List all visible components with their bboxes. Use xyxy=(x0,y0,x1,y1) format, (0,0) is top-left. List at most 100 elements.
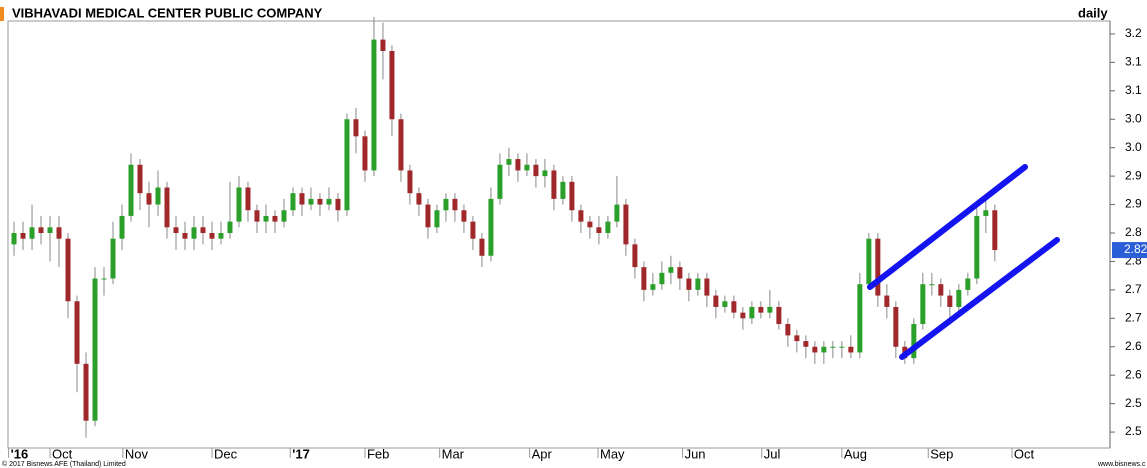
candle-body xyxy=(38,227,44,233)
candle-body xyxy=(641,267,647,290)
y-tick-label: 3.2 xyxy=(1125,26,1142,40)
candle-body xyxy=(227,221,233,233)
candle-body xyxy=(515,159,521,171)
y-tick-label: 3.1 xyxy=(1125,55,1142,69)
candle-body xyxy=(389,50,395,120)
candle-body xyxy=(425,204,431,228)
candle-body xyxy=(848,346,854,353)
period-label: daily xyxy=(1078,5,1108,20)
candle-body xyxy=(299,193,305,205)
candle-body xyxy=(443,198,449,211)
candle-body xyxy=(344,119,350,211)
x-tick-label: Oct xyxy=(1014,446,1035,461)
candle-body xyxy=(551,170,557,199)
candle-body xyxy=(920,284,926,325)
candle-body xyxy=(209,233,215,239)
x-tick-label: '17 xyxy=(292,446,310,461)
candle-body xyxy=(137,164,143,194)
candle-body xyxy=(695,278,701,290)
y-tick-label: 2.5 xyxy=(1125,424,1142,438)
candle-body xyxy=(686,278,692,290)
candle-body xyxy=(911,324,917,359)
candle-body xyxy=(371,39,377,171)
candle-body xyxy=(794,335,800,342)
candle-body xyxy=(155,187,161,205)
candle-body xyxy=(146,193,152,205)
candle-body xyxy=(434,210,440,228)
candle-body xyxy=(164,187,170,228)
candle-body xyxy=(74,301,80,364)
candle-body xyxy=(200,227,206,233)
candle-body xyxy=(776,306,782,325)
candle-body xyxy=(119,215,125,239)
candle-body xyxy=(470,221,476,239)
candle-body xyxy=(524,164,530,171)
candle-body xyxy=(857,284,863,353)
candle-body xyxy=(272,215,278,222)
candle-body xyxy=(812,346,818,353)
x-tick-label: Feb xyxy=(367,446,389,461)
x-tick-label: Dec xyxy=(214,446,238,461)
candle-body xyxy=(596,227,602,233)
y-tick-label: 2.5 xyxy=(1125,396,1142,410)
candle-body xyxy=(380,39,386,51)
candle-body xyxy=(353,119,359,137)
candle-body xyxy=(740,312,746,319)
footer-site: www.bisnews.c xyxy=(1097,461,1146,468)
candle-body xyxy=(281,210,287,222)
candle-body xyxy=(92,278,98,421)
y-tick-label: 2.9 xyxy=(1125,197,1142,211)
candle-body xyxy=(218,233,224,239)
candle-body xyxy=(785,324,791,336)
candle-body xyxy=(236,187,242,222)
title-marker xyxy=(0,7,4,21)
candle-body xyxy=(767,306,773,313)
x-tick-label: Jun xyxy=(685,446,706,461)
y-tick-label: 2.8 xyxy=(1125,225,1142,239)
candle-body xyxy=(173,227,179,233)
candle-body xyxy=(839,346,845,348)
candle-body xyxy=(245,187,251,211)
candle-body xyxy=(623,204,629,245)
candle-body xyxy=(488,198,494,256)
candle-body xyxy=(317,198,323,205)
candle-body xyxy=(866,238,872,285)
candle-body xyxy=(974,215,980,279)
candle-body xyxy=(659,272,665,285)
candle-body xyxy=(614,204,620,222)
candles xyxy=(11,16,998,438)
candle-body xyxy=(263,215,269,222)
x-tick-label: Nov xyxy=(125,446,149,461)
y-tick-label: 3.1 xyxy=(1125,83,1142,97)
candle-body xyxy=(407,170,413,194)
candle-body xyxy=(983,210,989,216)
candle-body xyxy=(677,267,683,279)
candle-body xyxy=(929,284,935,286)
candle-body xyxy=(506,159,512,165)
candle-body xyxy=(452,198,458,211)
candle-body xyxy=(254,210,260,222)
x-tick-label: Jul xyxy=(764,446,781,461)
chart-title: VIBHAVADI MEDICAL CENTER PUBLIC COMPANY xyxy=(12,5,323,20)
x-tick-label: Apr xyxy=(532,446,553,461)
candle-body xyxy=(56,227,62,239)
candle-body xyxy=(191,227,197,239)
x-tick-label: Oct xyxy=(52,446,73,461)
candle-body xyxy=(821,346,827,353)
x-tick-label: Sep xyxy=(930,446,953,461)
candle-body xyxy=(956,289,962,307)
candle-body xyxy=(803,341,809,347)
candle-body xyxy=(533,164,539,177)
y-tick-label: 2.7 xyxy=(1125,310,1142,324)
trend-line-lower xyxy=(899,237,1060,360)
candle-body xyxy=(416,193,422,205)
candle-body xyxy=(938,284,944,296)
candle-body xyxy=(101,278,107,280)
candle-body xyxy=(992,210,998,251)
candle-body xyxy=(128,164,134,216)
candle-body xyxy=(326,198,332,205)
candle-body xyxy=(587,221,593,228)
candle-body xyxy=(758,306,764,313)
